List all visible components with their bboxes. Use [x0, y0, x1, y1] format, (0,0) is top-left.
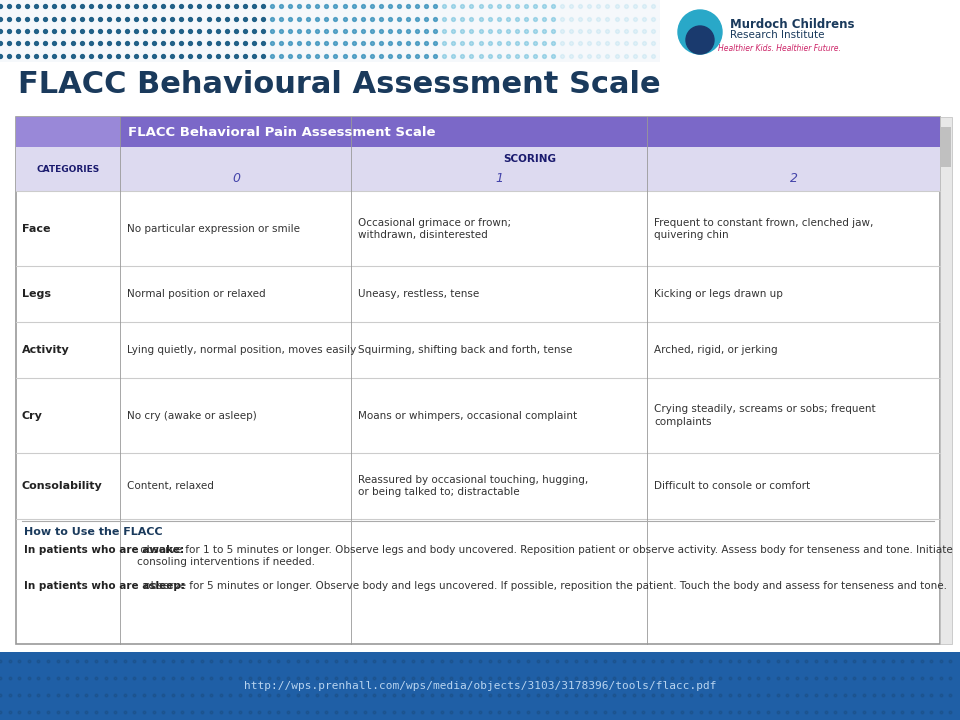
Text: Consolability: Consolability — [22, 481, 103, 491]
Bar — [941, 127, 951, 167]
Text: How to Use the FLACC: How to Use the FLACC — [24, 527, 162, 537]
Circle shape — [678, 10, 722, 54]
Text: http://wps.prenhall.com/wps/media/objects/3103/3178396/tools/flacc.pdf: http://wps.prenhall.com/wps/media/object… — [244, 681, 716, 691]
Text: In patients who are asleep:: In patients who are asleep: — [24, 581, 185, 591]
Text: 2: 2 — [789, 172, 798, 185]
Bar — [16, 147, 940, 191]
Bar — [16, 117, 940, 644]
Text: observe for 1 to 5 minutes or longer. Observe legs and body uncovered. Repositio: observe for 1 to 5 minutes or longer. Ob… — [137, 545, 953, 567]
Text: Face: Face — [22, 224, 51, 234]
Text: Reassured by occasional touching, hugging,
or being talked to; distractable: Reassured by occasional touching, huggin… — [358, 475, 588, 498]
Text: Moans or whimpers, occasional complaint: Moans or whimpers, occasional complaint — [358, 410, 578, 420]
Text: Arched, rigid, or jerking: Arched, rigid, or jerking — [654, 345, 778, 355]
Bar — [940, 117, 952, 644]
Text: Lying quietly, normal position, moves easily: Lying quietly, normal position, moves ea… — [128, 345, 357, 355]
Text: observe for 5 minutes or longer. Observe body and legs uncovered. If possible, r: observe for 5 minutes or longer. Observe… — [141, 581, 948, 591]
Text: Normal position or relaxed: Normal position or relaxed — [128, 289, 266, 300]
Text: Frequent to constant frown, clenched jaw,
quivering chin: Frequent to constant frown, clenched jaw… — [654, 217, 874, 240]
Text: Squirming, shifting back and forth, tense: Squirming, shifting back and forth, tens… — [358, 345, 573, 355]
Bar — [0, 0, 960, 62]
Bar — [16, 117, 120, 147]
Text: FLACC Behavioral Pain Assessment Scale: FLACC Behavioral Pain Assessment Scale — [129, 125, 436, 138]
Text: No cry (awake or asleep): No cry (awake or asleep) — [128, 410, 257, 420]
Circle shape — [686, 26, 714, 54]
Text: Cry: Cry — [22, 410, 43, 420]
Text: Crying steadily, screams or sobs; frequent
complaints: Crying steadily, screams or sobs; freque… — [654, 405, 876, 427]
Text: Kicking or legs drawn up: Kicking or legs drawn up — [654, 289, 783, 300]
Text: Content, relaxed: Content, relaxed — [128, 481, 214, 491]
Text: Activity: Activity — [22, 345, 70, 355]
Text: Legs: Legs — [22, 289, 51, 300]
Bar — [16, 117, 940, 147]
Text: In patients who are awake:: In patients who are awake: — [24, 545, 184, 555]
Text: FLACC Behavioural Assessment Scale: FLACC Behavioural Assessment Scale — [18, 70, 660, 99]
Bar — [660, 0, 960, 62]
Text: Difficult to console or comfort: Difficult to console or comfort — [654, 481, 810, 491]
Text: Healthier Kids. Healthier Future.: Healthier Kids. Healthier Future. — [718, 44, 841, 53]
Text: Murdoch Childrens: Murdoch Childrens — [730, 18, 854, 31]
Text: No particular expression or smile: No particular expression or smile — [128, 224, 300, 234]
Text: 1: 1 — [495, 172, 503, 185]
Bar — [0, 652, 960, 720]
Text: Occasional grimace or frown;
withdrawn, disinterested: Occasional grimace or frown; withdrawn, … — [358, 217, 512, 240]
Text: Uneasy, restless, tense: Uneasy, restless, tense — [358, 289, 480, 300]
Text: 0: 0 — [232, 172, 240, 185]
Text: Research Institute: Research Institute — [730, 30, 825, 40]
Text: SCORING: SCORING — [504, 154, 557, 164]
Text: CATEGORIES: CATEGORIES — [36, 164, 100, 174]
